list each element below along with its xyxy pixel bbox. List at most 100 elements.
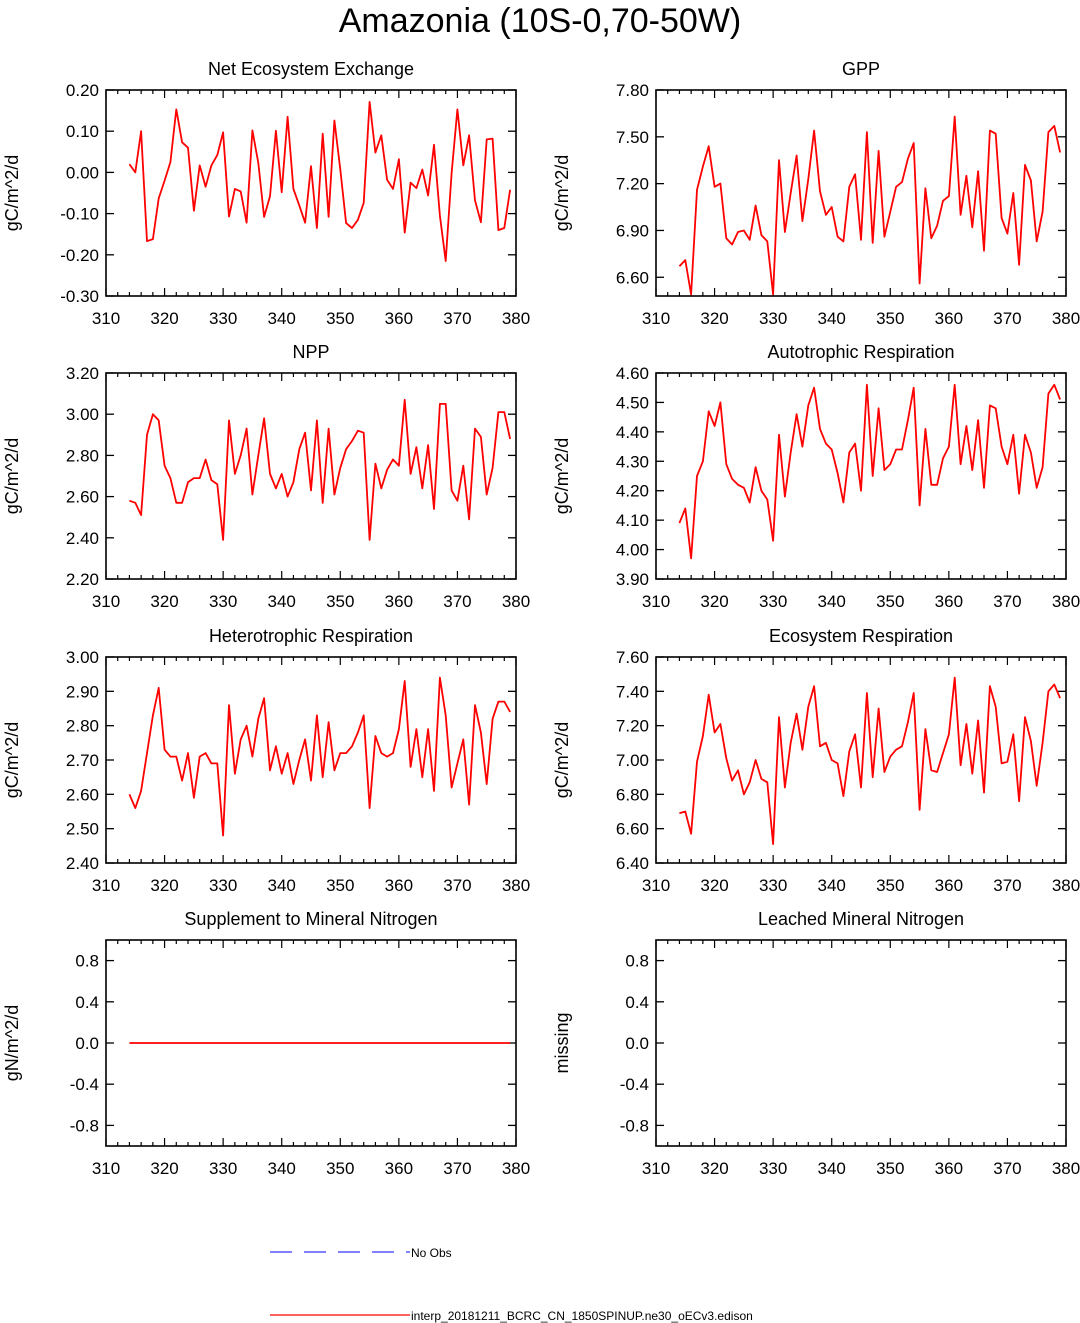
x-tick-label: 350	[326, 1159, 354, 1178]
x-tick-label: 310	[92, 309, 120, 328]
y-tick-label: 7.60	[616, 648, 649, 667]
y-tick-label: 4.00	[616, 541, 649, 560]
panel-8: Leached Mineral Nitrogen missing -0.8 -0.4 0…	[552, 909, 1080, 1178]
y-axis-label: gC/m^2/d	[2, 438, 22, 514]
x-tick-label: 340	[268, 876, 296, 895]
x-tick-label: 340	[818, 592, 846, 611]
y-tick-label: 0.0	[75, 1034, 99, 1053]
y-tick-label: 7.80	[616, 81, 649, 100]
y-tick-label: 3.00	[66, 648, 99, 667]
x-tick-label: 360	[385, 592, 413, 611]
x-tick-label: 340	[818, 1159, 846, 1178]
figure-title: Amazonia (10S-0,70-50W)	[339, 2, 742, 40]
y-axis-label: gC/m^2/d	[552, 438, 572, 514]
x-tick-label: 340	[268, 592, 296, 611]
y-tick-label: 2.60	[66, 785, 99, 804]
y-tick-label: 7.40	[616, 682, 649, 701]
x-tick-label: 370	[443, 592, 471, 611]
y-axis-label: gC/m^2/d	[2, 722, 22, 798]
series-line	[678, 115, 1061, 296]
y-tick-label: 6.40	[616, 854, 649, 873]
x-tick-label: 330	[759, 1159, 787, 1178]
x-tick-label: 320	[700, 876, 728, 895]
y-tick-label: 2.40	[66, 854, 99, 873]
x-tick-label: 370	[993, 876, 1021, 895]
panel-7: Supplement to Mineral Nitrogen gN/m^2/d -0…	[2, 909, 530, 1178]
y-tick-label: 2.90	[66, 682, 99, 701]
y-tick-label: 2.80	[66, 717, 99, 736]
x-tick-label: 340	[268, 1159, 296, 1178]
x-tick-label: 330	[209, 592, 237, 611]
y-tick-label: 0.20	[66, 81, 99, 100]
x-tick-label: 320	[150, 309, 178, 328]
series-line	[128, 101, 511, 262]
x-tick-label: 340	[268, 309, 296, 328]
x-tick-label: 360	[385, 876, 413, 895]
x-tick-label: 370	[993, 1159, 1021, 1178]
legend-obs-label: No Obs	[411, 1246, 452, 1260]
x-tick-label: 360	[385, 309, 413, 328]
y-tick-label: 3.90	[616, 570, 649, 589]
x-tick-label: 380	[1052, 876, 1080, 895]
y-axis-label: gN/m^2/d	[2, 1005, 22, 1081]
y-axis-label: gC/m^2/d	[552, 155, 572, 231]
y-axis-label: gC/m^2/d	[552, 722, 572, 798]
series-line	[129, 398, 511, 541]
y-tick-label: 7.50	[616, 128, 649, 147]
y-tick-label: 3.00	[66, 405, 99, 424]
y-tick-label: 0.0	[625, 1034, 649, 1053]
panel-title: Heterotrophic Respiration	[209, 626, 413, 646]
plot-frame	[105, 372, 517, 580]
y-tick-label: 2.80	[66, 446, 99, 465]
plot-frame	[655, 89, 1067, 297]
panel-3: NPP gC/m^2/d 2.20 2.40 2.60 2.80 3.00 3.20 310 32…	[2, 342, 530, 611]
y-tick-label: 0.8	[625, 952, 649, 971]
y-tick-label: -0.30	[60, 287, 99, 306]
panel-title: Leached Mineral Nitrogen	[758, 909, 964, 929]
x-tick-label: 350	[876, 592, 904, 611]
x-tick-label: 320	[150, 592, 178, 611]
x-tick-label: 320	[700, 309, 728, 328]
x-tick-label: 380	[1052, 1159, 1080, 1178]
y-tick-label: -0.8	[70, 1116, 99, 1135]
y-tick-label: 6.60	[616, 268, 649, 287]
y-axis-label: missing	[552, 1012, 572, 1073]
x-tick-label: 350	[876, 876, 904, 895]
x-tick-label: 330	[209, 309, 237, 328]
y-tick-label: 4.50	[616, 393, 649, 412]
panel-title: Autotrophic Respiration	[767, 342, 954, 362]
legend-model-label: interp_20181211_BCRC_CN_1850SPINUP.ne30_…	[411, 1309, 753, 1323]
x-tick-label: 320	[150, 1159, 178, 1178]
x-tick-label: 350	[326, 309, 354, 328]
x-tick-label: 370	[993, 309, 1021, 328]
y-tick-label: -0.4	[620, 1075, 649, 1094]
x-tick-label: 350	[876, 1159, 904, 1178]
y-tick-label: -0.4	[70, 1075, 99, 1094]
x-tick-label: 360	[935, 309, 963, 328]
x-tick-label: 380	[502, 592, 530, 611]
y-tick-label: 4.60	[616, 364, 649, 383]
x-tick-label: 330	[209, 876, 237, 895]
x-tick-label: 360	[935, 592, 963, 611]
x-tick-label: 380	[1052, 309, 1080, 328]
y-tick-label: 7.20	[616, 717, 649, 736]
x-tick-label: 330	[759, 309, 787, 328]
x-tick-label: 370	[443, 309, 471, 328]
x-tick-label: 380	[1052, 592, 1080, 611]
x-tick-label: 370	[443, 1159, 471, 1178]
y-tick-label: 2.20	[66, 570, 99, 589]
plot-frame	[655, 372, 1067, 580]
y-tick-label: 0.4	[625, 993, 649, 1012]
plot-frame	[655, 656, 1067, 864]
y-tick-label: -0.8	[620, 1116, 649, 1135]
panel-5: Heterotrophic Respiration gC/m^2/d 2.40 2.5…	[2, 626, 530, 895]
x-tick-label: 330	[759, 592, 787, 611]
x-tick-label: 340	[818, 876, 846, 895]
y-tick-label: 6.80	[616, 785, 649, 804]
plot-frame	[105, 656, 517, 864]
x-tick-label: 310	[642, 309, 670, 328]
y-tick-label: 4.30	[616, 452, 649, 471]
x-tick-label: 350	[876, 309, 904, 328]
legend: No Obs interp_20181211_BCRC_CN_1850SPINU…	[270, 1246, 753, 1323]
x-tick-label: 370	[443, 876, 471, 895]
